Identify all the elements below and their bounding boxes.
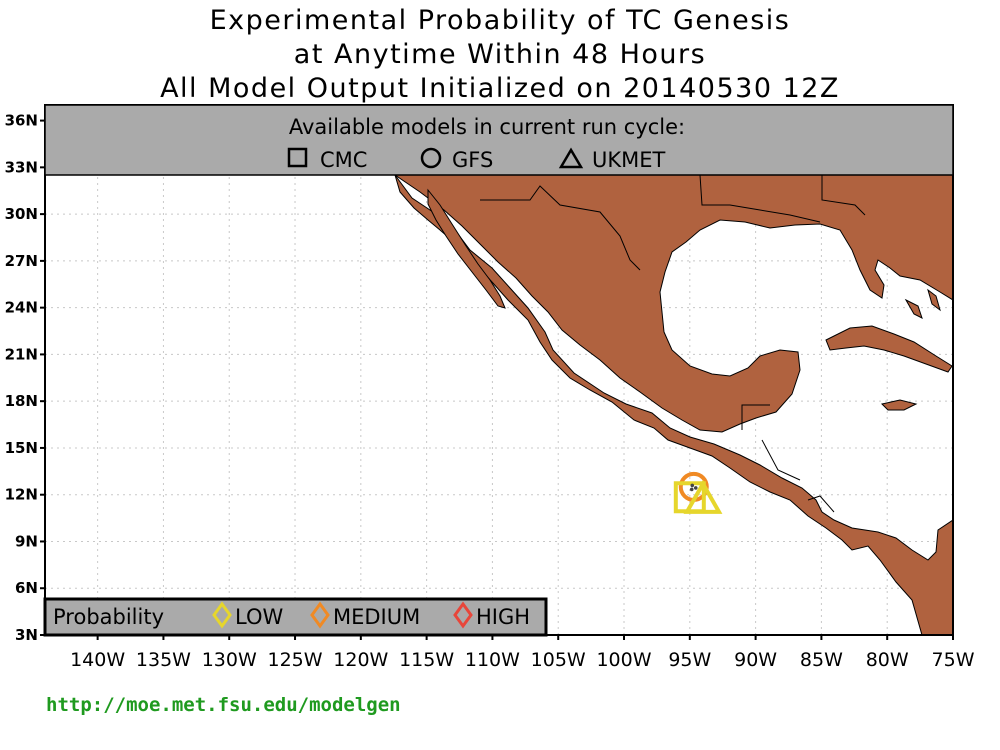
diamond-icon-high	[453, 601, 473, 629]
legend-item-medium: MEDIUM	[333, 605, 420, 629]
tick-label-lon: 140W	[70, 649, 125, 671]
legend-item-low: LOW	[235, 605, 283, 629]
tick-label-lat: 33N	[5, 158, 38, 176]
tick-label-lon: 105W	[531, 649, 586, 671]
tick-label-lat: 21N	[5, 345, 38, 363]
tick-label-lon: 110W	[465, 649, 520, 671]
land-cuba	[825, 325, 953, 373]
tick-label-lat: 30N	[5, 205, 38, 223]
legend-label: Probability	[53, 605, 164, 629]
land-bahamas	[904, 298, 923, 319]
tick-label-lon: 95W	[668, 649, 711, 671]
tick-label-lon: 85W	[800, 649, 843, 671]
tick-label-lat: 24N	[5, 299, 38, 317]
land-jamaica	[881, 399, 918, 411]
tick-label-lat: 3N	[15, 626, 38, 644]
tick-label-lon: 80W	[866, 649, 909, 671]
circle-icon	[420, 147, 442, 169]
tick-label-lon: 100W	[596, 649, 651, 671]
tick-label-lon: 75W	[932, 649, 975, 671]
models-panel-heading: Available models in current run cycle:	[289, 115, 685, 139]
legend-item-high: HIGH	[476, 605, 530, 629]
model-label-cmc: CMC	[320, 148, 367, 172]
tick-label-lat: 18N	[5, 392, 38, 410]
land-mexico-central-america	[394, 174, 953, 635]
square-icon	[287, 147, 308, 168]
chart-title-line-3: All Model Output Initialized on 20140530…	[160, 73, 840, 104]
tick-label-lat: 36N	[5, 112, 38, 130]
probability-legend: Probability LOW MEDIUM HIGH	[43, 597, 548, 637]
model-label-ukmet: UKMET	[592, 148, 666, 172]
chart-title-line-2: at Anytime Within 48 Hours	[293, 39, 707, 70]
tick-label-lat: 15N	[5, 439, 38, 457]
models-panel: Available models in current run cycle: C…	[44, 104, 954, 176]
tick-label-lon: 115W	[399, 649, 454, 671]
tick-label-lon: 130W	[202, 649, 257, 671]
tick-label-lon: 120W	[333, 649, 388, 671]
tick-label-lon: 135W	[136, 649, 191, 671]
seed-dot	[690, 483, 695, 488]
diamond-icon-medium	[310, 601, 330, 629]
source-url-link[interactable]: http://moe.met.fsu.edu/modelgen	[46, 694, 401, 716]
tick-label-lat: 27N	[5, 252, 38, 270]
seed-dot	[689, 487, 694, 492]
tick-label-lon: 125W	[267, 649, 322, 671]
tick-label-lat: 12N	[5, 486, 38, 504]
genesis-marker-ukmet	[683, 479, 723, 514]
seed-dot	[693, 486, 698, 490]
tick-label-lat: 6N	[15, 579, 38, 597]
latitude-axis: 3N 6N 9N 12N 15N 18N 21N 24N 27N 30N 33N 36N	[5, 112, 45, 644]
landmass	[393, 174, 953, 635]
land-bahamas-2	[927, 288, 941, 312]
land-baja-california	[427, 188, 506, 309]
diamond-icon-low	[212, 601, 232, 629]
genesis-markers	[673, 471, 723, 514]
chart-title-line-1: Experimental Probability of TC Genesis	[209, 5, 791, 36]
tick-label-lon: 90W	[734, 649, 777, 671]
model-label-gfs: GFS	[452, 148, 493, 172]
tick-label-lat: 9N	[15, 532, 38, 550]
longitude-axis: 140W 135W 130W 125W 120W 115W 110W 105W 100W 95W 9…	[70, 635, 975, 671]
land-north-america	[393, 174, 953, 433]
triangle-icon	[558, 147, 584, 169]
borders	[480, 174, 866, 513]
